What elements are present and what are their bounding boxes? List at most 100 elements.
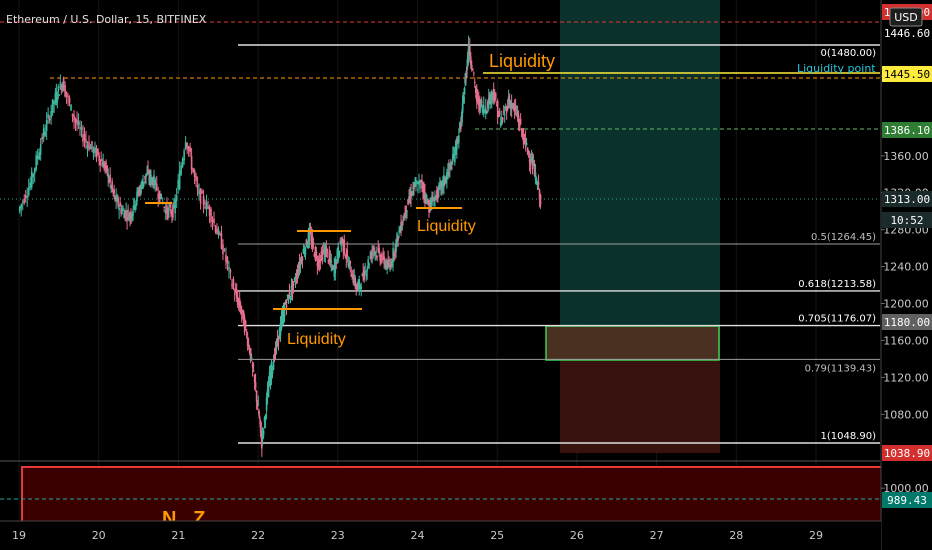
candle-body — [124, 210, 126, 219]
candle-body — [51, 99, 54, 113]
candle-body — [363, 270, 366, 280]
x-tick-label: 22 — [251, 529, 265, 542]
price-tag-label: 1386.10 — [884, 124, 930, 137]
currency-badge[interactable]: USD — [889, 7, 923, 27]
candle-body — [440, 181, 442, 188]
candle-body — [359, 284, 362, 287]
candle-body — [208, 205, 211, 216]
candle-body — [438, 184, 440, 191]
candle-body — [89, 146, 92, 150]
candle-body — [102, 161, 104, 168]
candle-body — [104, 163, 106, 169]
candle-body — [253, 374, 256, 383]
candle-body — [492, 89, 495, 102]
candle-body — [113, 189, 115, 195]
price-tag-label: 989.43 — [887, 494, 927, 507]
candle-body — [332, 265, 335, 268]
candle-body — [58, 94, 61, 96]
candle-body — [289, 295, 292, 297]
candle-body — [296, 271, 299, 277]
candle-body — [205, 202, 208, 210]
candle-body — [243, 318, 246, 333]
candle-body — [389, 264, 391, 271]
candle-body — [383, 256, 385, 265]
candle-body — [329, 258, 332, 263]
candle-body — [518, 122, 521, 128]
candle-body — [509, 102, 512, 108]
candle-body — [520, 128, 523, 131]
candle-body — [86, 145, 89, 148]
candle-body — [342, 239, 345, 252]
candle-body — [133, 198, 135, 207]
candle-body — [217, 229, 220, 235]
candle-body — [536, 186, 539, 188]
annotation-liquidity-top: Liquidity — [489, 51, 555, 71]
candle-body — [251, 363, 254, 368]
candle-body — [249, 348, 252, 362]
candle-body — [142, 181, 144, 189]
candle-body — [256, 401, 259, 407]
candle-body — [508, 100, 511, 107]
candle-body — [321, 252, 324, 261]
candle-body — [241, 309, 244, 312]
candle-body — [330, 260, 333, 263]
candle-body — [23, 198, 26, 203]
candle-body — [430, 199, 432, 206]
candle-body — [91, 141, 93, 149]
candle-body — [457, 140, 459, 143]
candle-body — [199, 188, 202, 204]
candle-body — [384, 263, 386, 267]
candle-body — [153, 175, 155, 188]
candle-body — [158, 190, 161, 203]
chart-title: Ethereum / U.S. Dollar, 15, BITFINEX — [6, 13, 207, 26]
candle-body — [100, 159, 102, 161]
candle-body — [381, 259, 383, 261]
candle-body — [60, 86, 63, 91]
candle-body — [376, 256, 378, 258]
candle-body — [26, 196, 29, 199]
candle-body — [201, 191, 203, 194]
candle-body — [123, 212, 125, 219]
candle-body — [336, 249, 339, 262]
candle-body — [223, 249, 226, 251]
candle-body — [308, 228, 311, 242]
candle-body — [354, 278, 357, 287]
candle-body — [184, 142, 187, 149]
candle-body — [474, 86, 477, 94]
candle-body — [129, 213, 131, 218]
candle-body — [431, 198, 433, 206]
fib-label: 0.705(1176.07) — [798, 314, 876, 325]
candle-body — [340, 239, 343, 247]
x-tick-label: 21 — [171, 529, 185, 542]
candle-body — [202, 195, 205, 205]
candle-body — [306, 244, 309, 248]
candle-body — [385, 262, 387, 268]
entry-box[interactable] — [545, 325, 720, 361]
price-tag — [882, 122, 932, 138]
candle-body — [426, 200, 428, 204]
candle-body — [82, 134, 84, 142]
candle-body — [232, 279, 235, 289]
time-axis[interactable] — [0, 521, 881, 550]
candle-body — [365, 274, 367, 277]
candle-body — [517, 115, 520, 123]
candle-body — [414, 182, 416, 184]
candle-body — [45, 120, 48, 132]
annotation-liquidity-low: Liquidity — [287, 331, 346, 348]
candle-body — [193, 170, 196, 177]
candle-body — [413, 183, 415, 189]
candle-body — [371, 252, 373, 255]
candle-body — [180, 165, 182, 175]
candle-body — [324, 246, 327, 257]
candle-body — [237, 298, 240, 304]
fibonacci-levels: 0(1480.00) 0.5(1264.45) 0.618(1213.58) 0.70… — [238, 44, 880, 444]
candle-body — [533, 163, 536, 176]
candle-body — [511, 103, 514, 108]
candle-body — [304, 247, 307, 255]
candle-body — [456, 138, 458, 151]
candle-body — [367, 259, 369, 267]
candle-body — [195, 176, 197, 181]
candle-body — [392, 248, 394, 263]
candle-body — [513, 106, 516, 111]
